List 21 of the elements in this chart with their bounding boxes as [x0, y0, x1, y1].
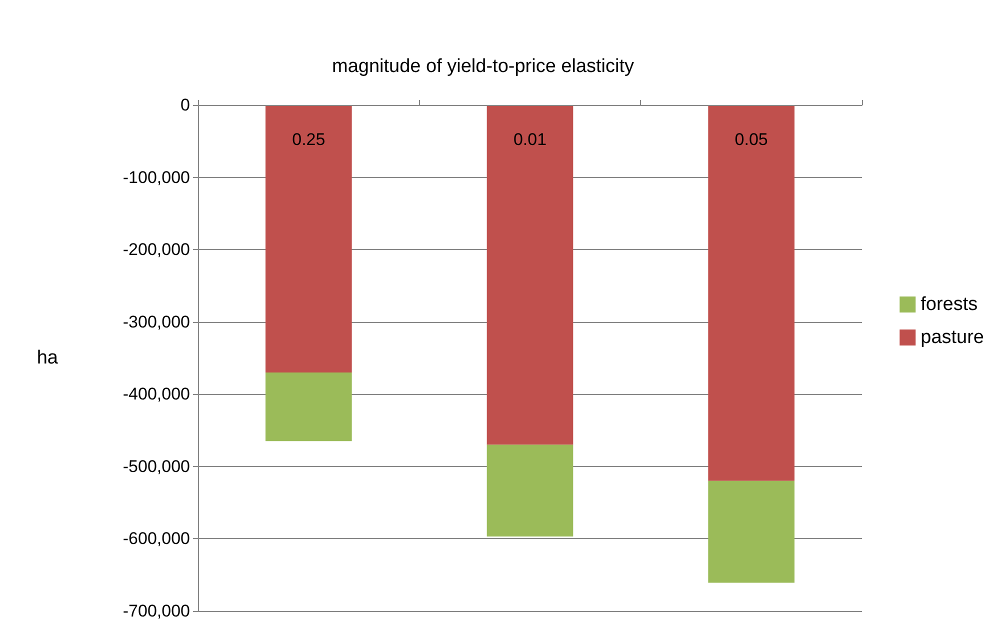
- y-tick-label: 0: [180, 96, 190, 114]
- y-tick-label: -600,000: [122, 529, 190, 548]
- bar: [486, 105, 574, 445]
- legend-label: forests: [920, 294, 978, 315]
- y-tick-label: -500,000: [122, 456, 190, 476]
- x-tick-label: 0.05: [734, 130, 768, 149]
- y-tick-label: -100,000: [122, 168, 190, 187]
- y-tick-label: -700,000: [122, 602, 190, 620]
- bar: [266, 372, 352, 442]
- x-tick-label: 0.01: [513, 130, 547, 149]
- legend-label: pasture: [920, 327, 984, 348]
- bar: [708, 105, 794, 481]
- y-axis-title: ha: [36, 348, 58, 368]
- y-tick-label: -300,000: [122, 312, 190, 332]
- x-axis-title: magnitude of yield-to-price elasticity: [332, 56, 635, 77]
- bar: [486, 444, 574, 537]
- y-tick-label: -200,000: [122, 240, 190, 260]
- x-tick-label: 0.25: [292, 130, 326, 149]
- y-tick-label: -400,000: [122, 384, 190, 404]
- bar: [708, 480, 794, 583]
- bar: [266, 105, 352, 372]
